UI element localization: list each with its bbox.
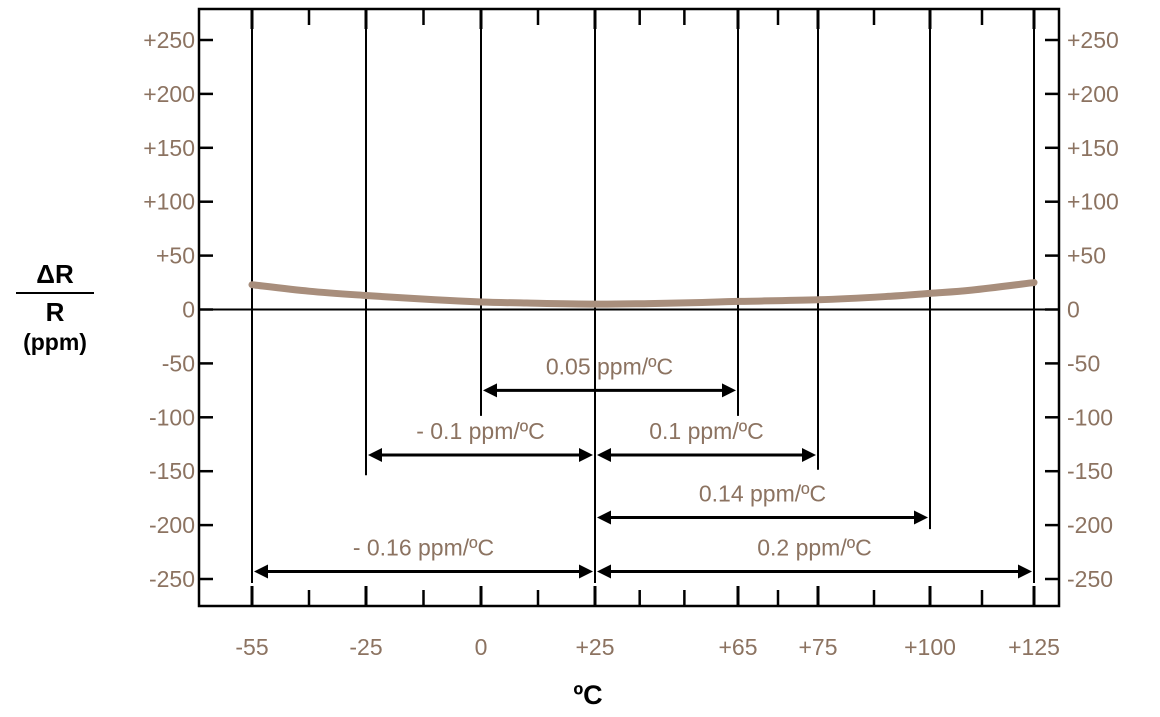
y-tick-label-right: +250 <box>1067 27 1119 53</box>
annotation-arrowhead-left <box>597 564 611 579</box>
annotation-arrowhead-right <box>802 448 816 463</box>
y-tick-label-right: +50 <box>1067 243 1106 269</box>
annotation-label: 0.1 ppm/ºC <box>649 418 764 444</box>
series-group <box>248 279 1038 308</box>
y-axis-ticks: +250 +250 +200 +200 +150 +150 +100 +100 +50 +50 0 0… <box>143 27 1119 592</box>
y-tick-label-left: -50 <box>162 350 195 376</box>
y-tick-label-right: -200 <box>1067 512 1113 538</box>
y-tick-label-left: +250 <box>143 27 195 53</box>
x-tick-label: +25 <box>575 634 614 660</box>
annotation-arrowhead-right <box>579 564 593 579</box>
x-tick-label: -25 <box>349 634 382 660</box>
annotation-label: - 0.1 ppm/ºC <box>416 418 545 444</box>
annotation-arrowhead-left <box>483 383 497 398</box>
y-tick-label-left: 0 <box>182 297 195 323</box>
y-axis-title-numerator: ΔR <box>36 259 74 289</box>
y-tick-label-right: -150 <box>1067 458 1113 484</box>
annotation-label: - 0.16 ppm/ºC <box>353 534 494 560</box>
annotation-arrowhead-left <box>368 448 382 463</box>
x-tick-label: 0 <box>475 634 488 660</box>
y-axis-title-denominator: R <box>46 297 65 327</box>
annotations: 0.05 ppm/ºC - 0.1 ppm/ºC 0.1 ppm/ºC 0.14 pp… <box>254 353 1032 579</box>
vertical-lines <box>251 9 1035 583</box>
annotation-arrowhead-right <box>1018 564 1032 579</box>
y-tick-label-right: -250 <box>1067 566 1113 592</box>
annotation-arrowhead-left <box>597 448 611 463</box>
y-tick-label-left: +50 <box>156 243 195 269</box>
y-tick-label-right: -50 <box>1067 350 1100 376</box>
y-tick-label-right: 0 <box>1067 297 1080 323</box>
y-tick-label-left: -200 <box>149 512 195 538</box>
y-tick-label-left: -150 <box>149 458 195 484</box>
y-tick-label-right: +100 <box>1067 189 1119 215</box>
x-axis-title: ºC <box>573 680 602 710</box>
annotation-label: 0.2 ppm/ºC <box>757 534 872 560</box>
resistance-curve <box>248 279 1038 308</box>
x-tick-label: -55 <box>235 634 268 660</box>
y-tick-label-left: -100 <box>149 404 195 430</box>
annotation-arrowhead-right <box>914 510 928 525</box>
x-tick-label: +100 <box>904 634 956 660</box>
annotation-label: 0.14 ppm/ºC <box>699 481 826 507</box>
x-tick-label: +125 <box>1008 634 1060 660</box>
x-axis-ticks: -55 -25 0 +25 +65 +75 +100 +125 <box>235 9 1060 660</box>
annotation-label: 0.05 ppm/ºC <box>546 353 673 379</box>
y-tick-label-left: +100 <box>143 189 195 215</box>
annotation-arrowhead-left <box>254 564 268 579</box>
y-axis-title: ΔR R (ppm) <box>16 259 94 355</box>
y-tick-label-left: +200 <box>143 81 195 107</box>
y-tick-label-right: +200 <box>1067 81 1119 107</box>
y-tick-label-left: +150 <box>143 135 195 161</box>
y-axis-title-unit: (ppm) <box>23 329 87 355</box>
plot-frame <box>197 7 1061 608</box>
annotation-arrowhead-right <box>722 383 736 398</box>
x-tick-label: +65 <box>718 634 757 660</box>
y-tick-label-right: +150 <box>1067 135 1119 161</box>
x-tick-label: +75 <box>798 634 837 660</box>
y-tick-label-left: -250 <box>149 566 195 592</box>
y-tick-label-right: -100 <box>1067 404 1113 430</box>
annotation-arrowhead-left <box>597 510 611 525</box>
annotation-arrowhead-right <box>579 448 593 463</box>
